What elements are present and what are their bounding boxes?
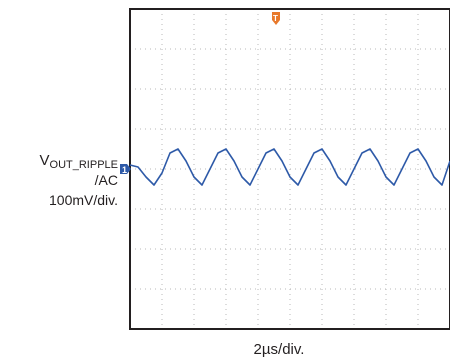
channel-marker-number: 1 — [122, 165, 127, 175]
horizontal-scale-label: 2µs/div. — [253, 341, 305, 358]
vertical-scale-label: 100mV/div. — [49, 192, 118, 208]
channel-marker: 1 — [120, 164, 131, 175]
channel-label: VOUT_RIPPLE — [8, 152, 118, 173]
ripple-waveform — [129, 148, 450, 186]
channel-label-prefix: V — [39, 152, 50, 169]
trigger-marker-letter: T — [273, 14, 278, 23]
channel-coupling: /AC — [94, 172, 118, 188]
trigger-marker: T — [272, 12, 280, 25]
channel-label-subscript: OUT_RIPPLE — [49, 159, 118, 171]
